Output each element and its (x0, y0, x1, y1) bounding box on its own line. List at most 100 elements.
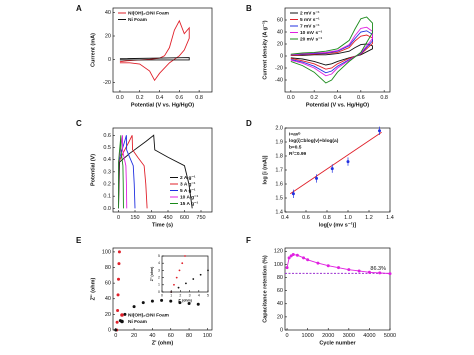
data-point (367, 270, 371, 274)
x-tick-label: 0.4 (281, 215, 289, 221)
y-tick-label: 80 (277, 275, 283, 281)
x-tick-label: 2 (179, 293, 181, 297)
plot-frame (112, 7, 213, 93)
y-axis-label: Current (mA) (90, 33, 96, 67)
legend-label: 5 mV s⁻¹ (300, 17, 320, 23)
x-axis-label: Cycle number (319, 341, 356, 347)
data-point (315, 176, 318, 180)
x-axis-label: Potential (V vs. Hg/HgO) (131, 103, 194, 109)
data-point (316, 261, 320, 265)
data-point (330, 167, 334, 171)
x-tick-label: 0.6 (302, 215, 310, 221)
y-tick-label: 1.9 (275, 139, 283, 145)
legend-label: Ni(OH)₂@Ni Foam (128, 312, 169, 318)
data-point (160, 298, 164, 302)
data-point (306, 258, 310, 262)
data-point (178, 269, 181, 272)
y-tick-label: -20 (103, 80, 111, 86)
y-tick-label: 0 (280, 53, 283, 59)
y-tick-label: -20 (275, 65, 283, 71)
data-point (337, 266, 341, 270)
data-point (378, 129, 381, 133)
x-tick-label: 2000 (322, 333, 334, 339)
x-tick-label: 100 (203, 333, 212, 339)
data-point (207, 269, 209, 272)
panel-letter: C (76, 119, 82, 128)
x-tick-label: 450 (163, 215, 172, 221)
data-point (150, 299, 154, 303)
y-tick-label: 40 (277, 301, 283, 307)
series-line (290, 16, 373, 84)
annotation: R²=0.99 (289, 151, 307, 157)
legend-label: 15 A g⁻¹ (180, 201, 199, 207)
y-tick-label: 0.0 (103, 206, 111, 212)
legend-swatch (120, 313, 124, 317)
y-axis-label: Capacitance retention (%) (262, 255, 268, 323)
y-tick-label: 40 (277, 29, 283, 35)
x-axis-label: Z' (ohm) (178, 298, 192, 302)
legend-label: 2 mV s⁻¹ (300, 10, 320, 16)
y-tick-label: 2 (158, 276, 160, 280)
y-tick-label: 80 (105, 265, 111, 271)
x-tick-label: 0.8 (323, 215, 331, 221)
x-axis-label: Z' (ohm) (152, 341, 174, 347)
y-tick-label: 0.2 (103, 181, 111, 187)
x-tick-label: 20 (131, 333, 137, 339)
x-axis-label: Time (s) (152, 223, 173, 229)
legend-label: Ni Foam (128, 319, 147, 325)
legend-label: 7 mV s⁻¹ (300, 23, 320, 29)
annotation: log(i)=blog(ν)+blog(a) (289, 138, 339, 144)
x-tick-label: 0.4 (334, 95, 342, 101)
y-tick-label: 4 (158, 261, 160, 265)
x-tick-label: 0.4 (156, 95, 164, 101)
y-tick-label: 60 (105, 281, 111, 287)
legend-swatch (120, 319, 124, 324)
y-tick-label: 100 (274, 262, 283, 268)
x-tick-label: 4 (198, 293, 200, 297)
y-axis-label: Z'' (ohm) (90, 277, 96, 300)
series-line (290, 43, 373, 66)
x-tick-label: 150 (130, 215, 139, 221)
legend-label: 20 mV s⁻¹ (300, 36, 323, 42)
data-point (357, 269, 361, 273)
y-tick-label: 120 (274, 249, 283, 255)
y-tick-label: 40 (105, 10, 111, 16)
series-line (118, 135, 148, 209)
x-tick-label: 0.6 (357, 95, 365, 101)
panel-letter: A (76, 4, 82, 13)
data-point (116, 308, 120, 312)
x-tick-label: 60 (168, 333, 174, 339)
data-point (326, 264, 330, 268)
data-point (181, 262, 184, 265)
x-tick-label: 4000 (363, 333, 375, 339)
x-tick-label: 1 (170, 293, 172, 297)
data-point (185, 282, 187, 285)
legend-label: 2 A g⁻¹ (180, 175, 196, 181)
data-point (291, 192, 295, 196)
y-tick-label: 100 (102, 249, 111, 255)
x-tick-label: 1.4 (386, 215, 394, 221)
x-tick-label: 3 (189, 293, 191, 297)
data-point (177, 286, 180, 289)
data-point (302, 256, 306, 260)
y-tick-label: -40 (275, 77, 283, 83)
y-tick-label: 20 (105, 33, 111, 39)
x-tick-label: 0 (117, 215, 120, 221)
x-tick-label: 0 (286, 333, 289, 339)
x-tick-label: 0.6 (176, 95, 184, 101)
x-tick-label: 3000 (343, 333, 355, 339)
y-tick-label: 3 (158, 268, 160, 272)
series-line (119, 19, 190, 82)
x-tick-label: 5 (207, 293, 209, 297)
y-tick-label: 20 (277, 314, 283, 320)
plot-frame (112, 127, 213, 213)
y-tick-label: 2.0 (275, 125, 283, 131)
y-tick-label: 1.5 (275, 195, 283, 201)
annotation: b=0.5 (289, 144, 302, 150)
data-point (378, 271, 382, 275)
y-tick-label: 0.1 (103, 194, 111, 200)
data-point (199, 273, 202, 276)
data-point (169, 299, 173, 303)
data-point (173, 283, 175, 286)
legend-label: 3 A g⁻¹ (180, 181, 196, 187)
